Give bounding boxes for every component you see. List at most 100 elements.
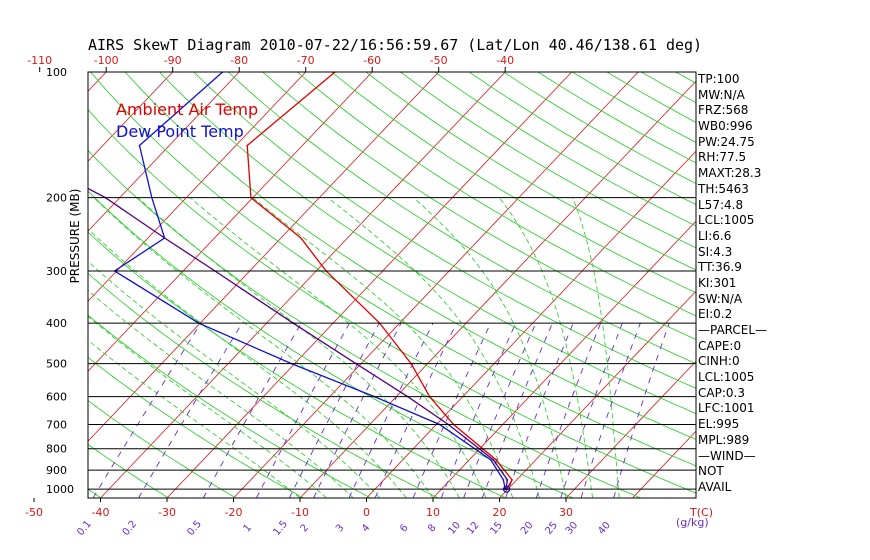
isotherm-line [88,72,240,232]
moist-adiabat-line [88,289,354,498]
top-temp-tick-label: -70 [297,54,315,67]
top-temp-tick-label: -100 [94,54,119,67]
dry-adiabat-line [88,399,237,498]
dry-adiabat-line [193,72,696,389]
dry-adiabat-line [88,443,169,498]
moist-adiabat-line [93,197,434,498]
mixing-ratio-label: 6 [398,522,411,534]
mixing-ratio-label: 0.2 [121,519,140,538]
isotherm-line [88,72,107,92]
moist-adiabat-line [413,197,567,498]
dry-adiabat-line [124,72,696,440]
mixing-ratio-line [138,322,243,498]
top-temp-tick-label: -40 [496,54,514,67]
bottom-temp-tick-label: 20 [493,506,507,519]
sounding-param: AVAIL [698,479,732,494]
mixing-ratio-label: 30 [564,520,581,537]
moist-adiabat-line [252,197,514,498]
moist-adiabat-line [572,197,620,498]
top-temp-tick-label: -80 [230,54,248,67]
pressure-tick-label: 400 [46,317,67,330]
top-temp-tick-label: -60 [363,54,381,67]
sounding-param: SW:N/A [698,291,743,306]
sounding-param: TT:36.9 [698,260,742,275]
mixing-ratio-line [481,323,553,498]
sounding-param: EL:995 [698,417,740,432]
sounding-param: —WIND— [698,448,756,463]
sounding-param: CINH:0 [698,354,740,369]
mixing-ratio-label: 1 [242,522,255,534]
moist-adiabat-line [137,197,460,498]
mixing-ratio-line [256,322,350,498]
dry-adiabat-line [88,356,304,498]
top-temp-tick-label: -50 [430,54,448,67]
parcel-path-point [6,145,8,147]
plot-frame [87,71,697,499]
pressure-tick-label: 700 [46,419,67,432]
mixing-ratio-line [374,323,457,498]
dry-adiabat-line [88,488,102,498]
pressure-tick-label: 800 [46,443,67,456]
sounding-param: CAP:0.3 [698,385,745,400]
dry-adiabat-line [88,272,439,498]
mixing-ratio-label: 12 [465,520,482,537]
sounding-param: LFC:1001 [698,401,755,416]
sounding-param: MAXT:28.3 [698,166,762,181]
ambient-air-temp-line [246,72,513,490]
parcel-path-point [506,479,509,481]
parcel-path-line [88,187,509,490]
moist-adiabat-line [88,260,381,498]
sounding-param: FRZ:568 [698,103,749,118]
pressure-tick-label: 600 [46,391,67,404]
mixing-ratio-line [412,323,492,498]
pressure-tick-label: 200 [46,192,67,205]
mixing-ratio-units-label: (g/kg) [676,516,709,529]
ambient-air-temp-point [246,144,248,147]
dry-adiabat-line [159,72,696,415]
bottom-temp-tick-label: 0 [363,506,370,519]
dry-adiabat-line [331,72,696,294]
mixing-ratio-label: 1.5 [271,519,290,538]
sounding-param: CAPE:0 [698,338,742,353]
moist-adiabat-line [88,339,301,498]
ambient-air-temp-point [495,458,497,461]
sounding-param: TP:100 [698,72,740,86]
isotherm-line [88,72,173,162]
bottom-temp-tick-label: -50 [25,506,43,519]
ambient-air-temp-point [511,479,513,481]
mixing-ratio-label: 8 [426,522,439,534]
mixing-ratio-label: 3 [334,522,347,534]
dry-adiabat-line [296,72,696,317]
top-temp-tick-label: -90 [164,54,182,67]
sounding-param: EI:0.2 [698,307,733,322]
dew-point-temp-point [489,458,492,461]
dry-adiabat-line [88,109,696,494]
sounding-param: TH:5463 [698,181,749,196]
chart-title: AIRS SkewT Diagram 2010-07-22/16:56:59.6… [88,36,703,54]
isotherm-line [100,72,506,498]
sounding-param: MW:N/A [698,87,745,102]
pressure-tick-label: 900 [46,464,67,477]
moist-adiabat-line [498,197,593,498]
mixing-ratio-line [313,322,402,498]
bottom-temp-tick-label: -20 [225,506,243,519]
isotherm-line [88,72,306,302]
dry-adiabat-line [88,314,371,498]
sounding-param: LCL:1005 [698,370,755,385]
top-temp-tick-label: -110 [27,54,52,67]
mixing-ratio-label: 0.5 [185,519,204,538]
dew-point-temp-point [138,144,141,147]
sounding-param: RH:77.5 [698,150,747,165]
dry-adiabat-line [365,72,696,271]
sounding-param: PW:24.75 [698,134,755,149]
moist-adiabat-line [88,315,327,498]
mixing-ratio-line [288,322,380,498]
pressure-tick-label: 300 [46,265,67,278]
sounding-param: —PARCEL— [698,323,768,337]
mixing-ratio-line [463,323,537,498]
legend-dew-point-temp: Dew Point Temp [116,122,244,141]
isotherm-line [233,72,639,498]
y-axis-label: PRESSURE (MB) [68,188,82,284]
legend-ambient-air-temp: Ambient Air Temp [116,100,259,119]
